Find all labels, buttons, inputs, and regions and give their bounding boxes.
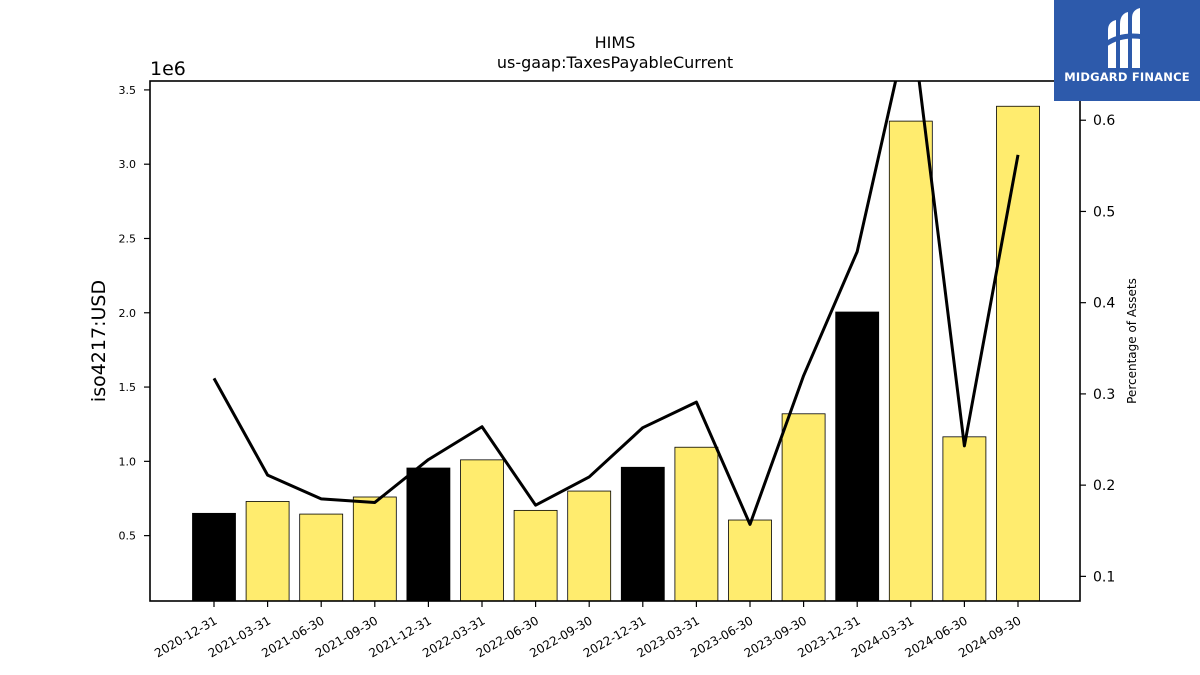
bar-2021-06-30	[299, 513, 344, 601]
midgard-finance-logo: MIDGARD FINANCE	[1054, 0, 1200, 101]
bar-series	[192, 105, 1040, 601]
y-axis-left: 0.5 1.0 1.5 2.0 2.5 3.0 3.5	[119, 84, 150, 543]
y2-tick-label: 0.1	[1093, 569, 1115, 585]
y-tick-label: 3.0	[119, 158, 137, 171]
x-axis: 2020-12-312021-03-312021-06-302021-09-30…	[152, 601, 1024, 660]
y2-tick-label: 0.2	[1093, 478, 1115, 494]
bar-2023-09-30	[781, 413, 826, 601]
y2-tick-label: 0.4	[1093, 296, 1115, 312]
chart-subtitle: us-gaap:TaxesPayableCurrent	[497, 53, 733, 72]
bar-2023-06-30	[728, 519, 772, 601]
bar-2021-09-30	[352, 496, 397, 601]
bar-2024-09-30	[996, 105, 1040, 601]
bar-2023-12-31	[835, 311, 880, 601]
y-tick-label: 1.5	[119, 381, 137, 394]
y-tick-label: 0.5	[119, 530, 137, 543]
y-axis-label: iso4217:USD	[88, 280, 110, 402]
bar-2022-03-31	[460, 459, 504, 601]
y2-tick-label: 0.3	[1093, 387, 1115, 403]
bar-2021-03-31	[245, 501, 290, 601]
y-tick-label: 2.0	[119, 307, 137, 320]
chart-title: HIMS	[595, 33, 636, 52]
line-series	[212, 81, 1020, 526]
bar-2023-03-31	[674, 446, 719, 601]
bar-2024-06-30	[942, 436, 987, 601]
logo-text: MIDGARD FINANCE	[1064, 70, 1190, 84]
y2-tick-label: 0.6	[1093, 113, 1115, 129]
y-tick-label: 3.5	[119, 84, 137, 97]
y-tick-label: 2.5	[119, 232, 137, 245]
bar-2022-06-30	[513, 509, 558, 601]
y2-axis-label: Percentage of Assets	[1125, 278, 1139, 404]
bar-2022-09-30	[567, 490, 612, 601]
plot-frame	[149, 80, 1081, 602]
percentage-line	[212, 81, 1020, 526]
y2-tick-label: 0.5	[1093, 204, 1115, 220]
midgard-logo-icon	[1104, 8, 1149, 68]
bar-2024-03-31	[888, 120, 933, 601]
bar-2022-12-31	[620, 466, 665, 601]
bar-2020-12-31	[192, 512, 236, 601]
y-tick-label: 1.0	[119, 455, 137, 468]
y-offset-label: 1e6	[150, 58, 186, 80]
y-axis-right: 0.1 0.2 0.3 0.4 0.5 0.6	[1080, 113, 1115, 585]
bar-2021-12-31	[406, 467, 451, 601]
